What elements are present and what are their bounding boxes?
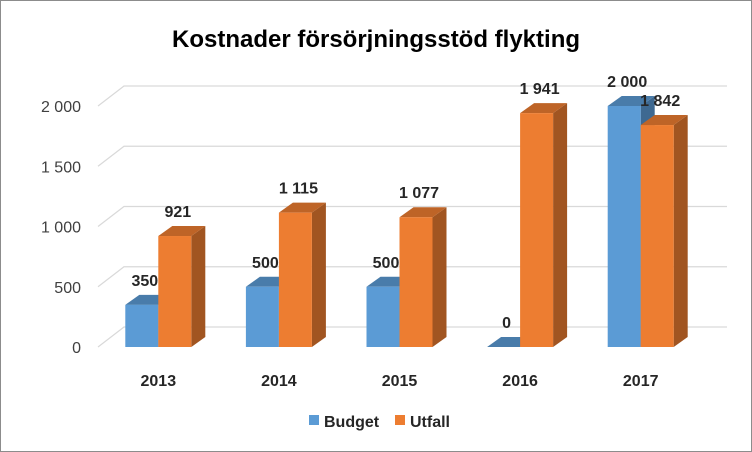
bar-front [125,304,159,347]
legend: Budget Utfall [309,414,450,431]
x-tick-label: 2016 [502,373,538,390]
data-label-utfall: 1 077 [399,185,439,202]
bar-top [520,103,568,114]
x-tick-label: 2017 [623,373,659,390]
chart-title: Kostnader försörjningsstöd flykting [172,26,580,53]
legend-label-utfall: Utfall [410,414,450,431]
x-tick-label: 2015 [382,373,418,390]
data-label-utfall: 1 115 [279,181,318,198]
y-tick-label: 1 500 [41,159,81,176]
data-label-budget: 500 [252,255,279,272]
bar-front [399,217,433,347]
bar-top [278,202,326,213]
data-label-utfall: 1 842 [640,93,680,110]
bar-side [432,207,447,347]
y-tick-label: 1 000 [41,220,81,237]
y-tick-label: 0 [72,340,81,357]
bar-front [640,125,674,347]
bar-side [311,202,326,347]
bar-utfall-2014 [278,202,326,347]
x-tick-label: 2014 [261,373,297,390]
bar-side [553,103,568,347]
data-label-budget: 2 000 [607,74,647,91]
y-tick-label: 2 000 [41,99,81,116]
data-label-utfall: 921 [164,204,191,221]
y-axis-ticks: 0 500 1 000 1 500 2 000 [41,99,81,357]
data-label-budget: 0 [502,315,511,332]
bar-utfall-2016 [520,103,568,347]
bar-utfall-2013 [158,226,206,347]
gridline [97,85,727,107]
bars [125,96,688,347]
bar-front [366,286,400,347]
bar-utfall-2017 [640,115,688,347]
bar-front [278,212,312,347]
bar-front [520,113,554,347]
bar-front [245,286,279,347]
data-label-utfall: 1 941 [520,81,560,98]
x-tick-label: 2013 [141,373,177,390]
data-label-budget: 500 [373,255,400,272]
legend-swatch-utfall [395,415,405,425]
bar-top [399,207,447,218]
legend-label-budget: Budget [324,414,380,431]
bar-top [158,226,206,237]
bar-top [640,115,688,126]
legend-swatch-budget [309,415,319,425]
bar-top [607,96,655,106]
bar-utfall-2015 [399,207,447,347]
bar-front [158,236,192,347]
bar-side [191,226,206,347]
data-label-budget: 350 [131,273,158,290]
x-axis-ticks: 2013 2014 2015 2016 2017 [141,373,659,390]
bar-front [607,106,641,347]
data-labels: 350 921 500 1 115 500 1 077 0 1 941 2 000 1 842 [131,74,680,332]
bar-side [673,115,688,347]
y-tick-label: 500 [54,280,81,297]
